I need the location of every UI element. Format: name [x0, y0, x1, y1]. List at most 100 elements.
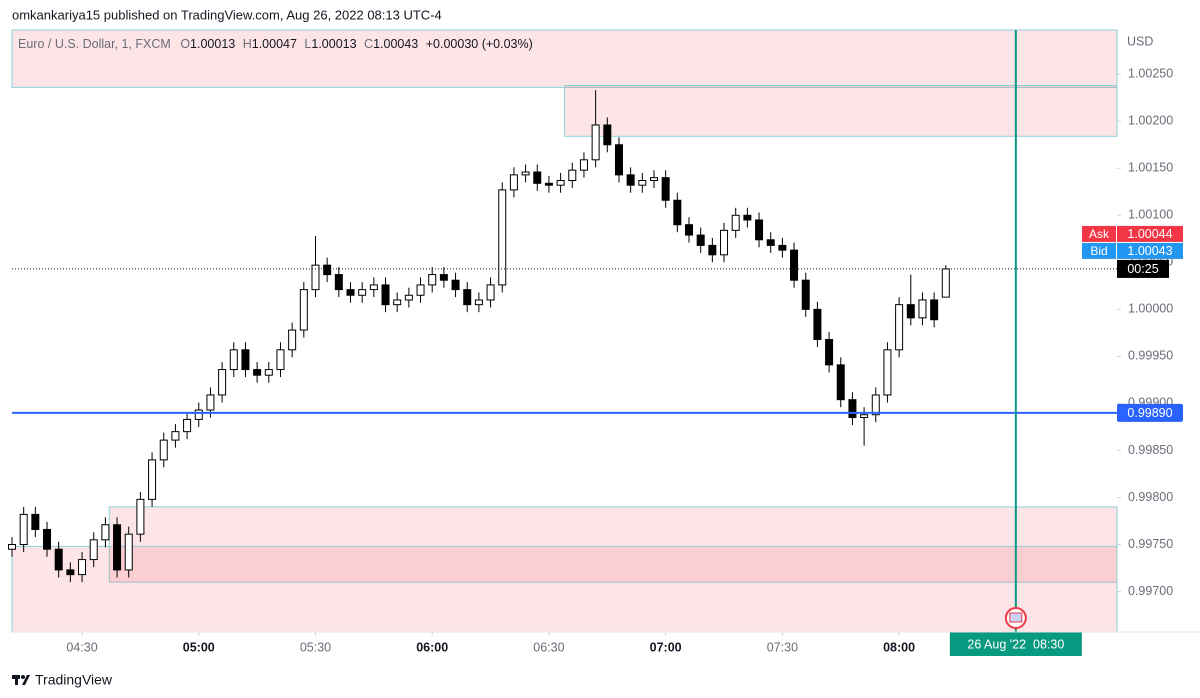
candle-body	[19, 513, 28, 546]
ask-name-box	[1082, 225, 1116, 242]
candle-body	[369, 284, 378, 291]
ohlc-value: 1.00013	[190, 37, 235, 51]
y-tick-label: 0.99800	[1128, 490, 1173, 504]
candle-body	[544, 182, 553, 186]
candle-body	[136, 498, 145, 535]
candle-body	[463, 289, 472, 306]
candle-body	[848, 399, 857, 419]
candle-body	[649, 177, 658, 182]
ohlc-key: L	[304, 37, 311, 51]
candle-body	[708, 244, 717, 256]
candle-body	[89, 539, 98, 561]
candle-body	[685, 224, 694, 236]
y-tick-label: 0.99700	[1128, 584, 1173, 598]
candle-body	[299, 289, 308, 331]
candle-body	[790, 249, 799, 281]
candle-body	[661, 177, 670, 201]
event-label-box	[949, 632, 1082, 656]
candle-body	[323, 264, 332, 276]
candle-body	[439, 274, 448, 281]
zone	[564, 84, 1118, 137]
candle-body	[101, 524, 110, 541]
candle-body	[428, 274, 437, 286]
x-tick-label: 07:30	[767, 640, 798, 654]
candle-body	[113, 524, 122, 571]
level-label: 0.99890	[1127, 406, 1172, 420]
ask-name: Ask	[1089, 227, 1110, 241]
candle-body	[54, 548, 63, 571]
x-tick-label: 06:30	[533, 640, 564, 654]
candle-body	[591, 124, 600, 161]
zone	[11, 29, 1118, 88]
candle-body	[183, 418, 192, 433]
event-label: 26 Aug '22 08:30	[967, 637, 1064, 651]
plot-area	[8, 29, 1118, 633]
candle-body	[171, 431, 180, 441]
bid-name: Bid	[1090, 244, 1107, 258]
x-tick-label: 06:00	[416, 640, 448, 654]
candle-body	[241, 349, 250, 371]
countdown: 00:25	[1127, 262, 1158, 276]
x-tick-label: 05:30	[300, 640, 331, 654]
candle-body	[836, 364, 845, 401]
y-tick-label: 1.00150	[1128, 161, 1173, 175]
candle-body	[381, 284, 390, 306]
ohlc-key: H	[243, 37, 252, 51]
bid-value: 1.00043	[1127, 244, 1172, 258]
candle-body	[673, 199, 682, 226]
zone	[108, 506, 1118, 583]
x-tick-label: 05:00	[183, 640, 215, 654]
candle-body	[895, 304, 904, 351]
candle-body	[743, 214, 752, 221]
candle-body	[194, 409, 203, 420]
candle-body	[31, 513, 40, 530]
y-tick-label: 1.00000	[1128, 302, 1173, 316]
ohlc-value: 1.00043	[373, 37, 418, 51]
candle-body	[568, 169, 577, 181]
y-tick-label: 1.00100	[1128, 208, 1173, 222]
candle-body	[148, 459, 157, 500]
candle-body	[509, 174, 518, 191]
candle-body	[766, 239, 775, 246]
currency-label: USD	[1127, 34, 1153, 48]
publisher-header: omkankariya15 published on TradingView.c…	[12, 7, 442, 22]
candle-body	[638, 180, 647, 186]
candle-body	[229, 349, 238, 371]
y-tick-label: 1.00250	[1128, 67, 1173, 81]
ohlc-key: O	[180, 37, 190, 51]
candle-body	[614, 144, 623, 176]
footer-logo	[12, 675, 30, 685]
candle-body	[206, 394, 215, 411]
x-tick-label: 04:30	[66, 640, 97, 654]
candle-body	[66, 569, 75, 576]
ohlc-value: 1.00047	[252, 37, 297, 51]
candle-body	[159, 439, 168, 461]
candle-body	[930, 299, 939, 321]
candle-body	[264, 369, 273, 376]
countdown-box	[1117, 259, 1169, 278]
candle-body	[813, 308, 822, 340]
candle-body	[755, 219, 764, 241]
legend: Euro / U.S. Dollar, 1, FXCM O1.00013 H1.…	[18, 37, 533, 51]
candle-body	[696, 234, 705, 246]
zone	[11, 545, 1118, 633]
candle-body	[404, 294, 413, 301]
y-tick-label: 0.99750	[1128, 537, 1173, 551]
ohlc-value: 1.00013	[311, 37, 356, 51]
y-tick-label: 0.99850	[1128, 443, 1173, 457]
candle-body	[276, 349, 285, 371]
candle-body	[556, 180, 565, 186]
candle-body	[78, 559, 87, 576]
x-tick-label: 07:00	[650, 640, 682, 654]
candle-body	[941, 268, 950, 298]
candle-body	[311, 264, 320, 291]
candle-body	[346, 289, 355, 296]
bid-value-box	[1117, 242, 1183, 259]
candle-body	[416, 284, 425, 296]
ohlc-key: C	[364, 37, 373, 51]
symbol: Euro / U.S. Dollar, 1, FXCM	[18, 37, 171, 51]
candle-body	[253, 369, 262, 376]
candle-body	[825, 338, 834, 366]
candle-body	[43, 528, 52, 550]
